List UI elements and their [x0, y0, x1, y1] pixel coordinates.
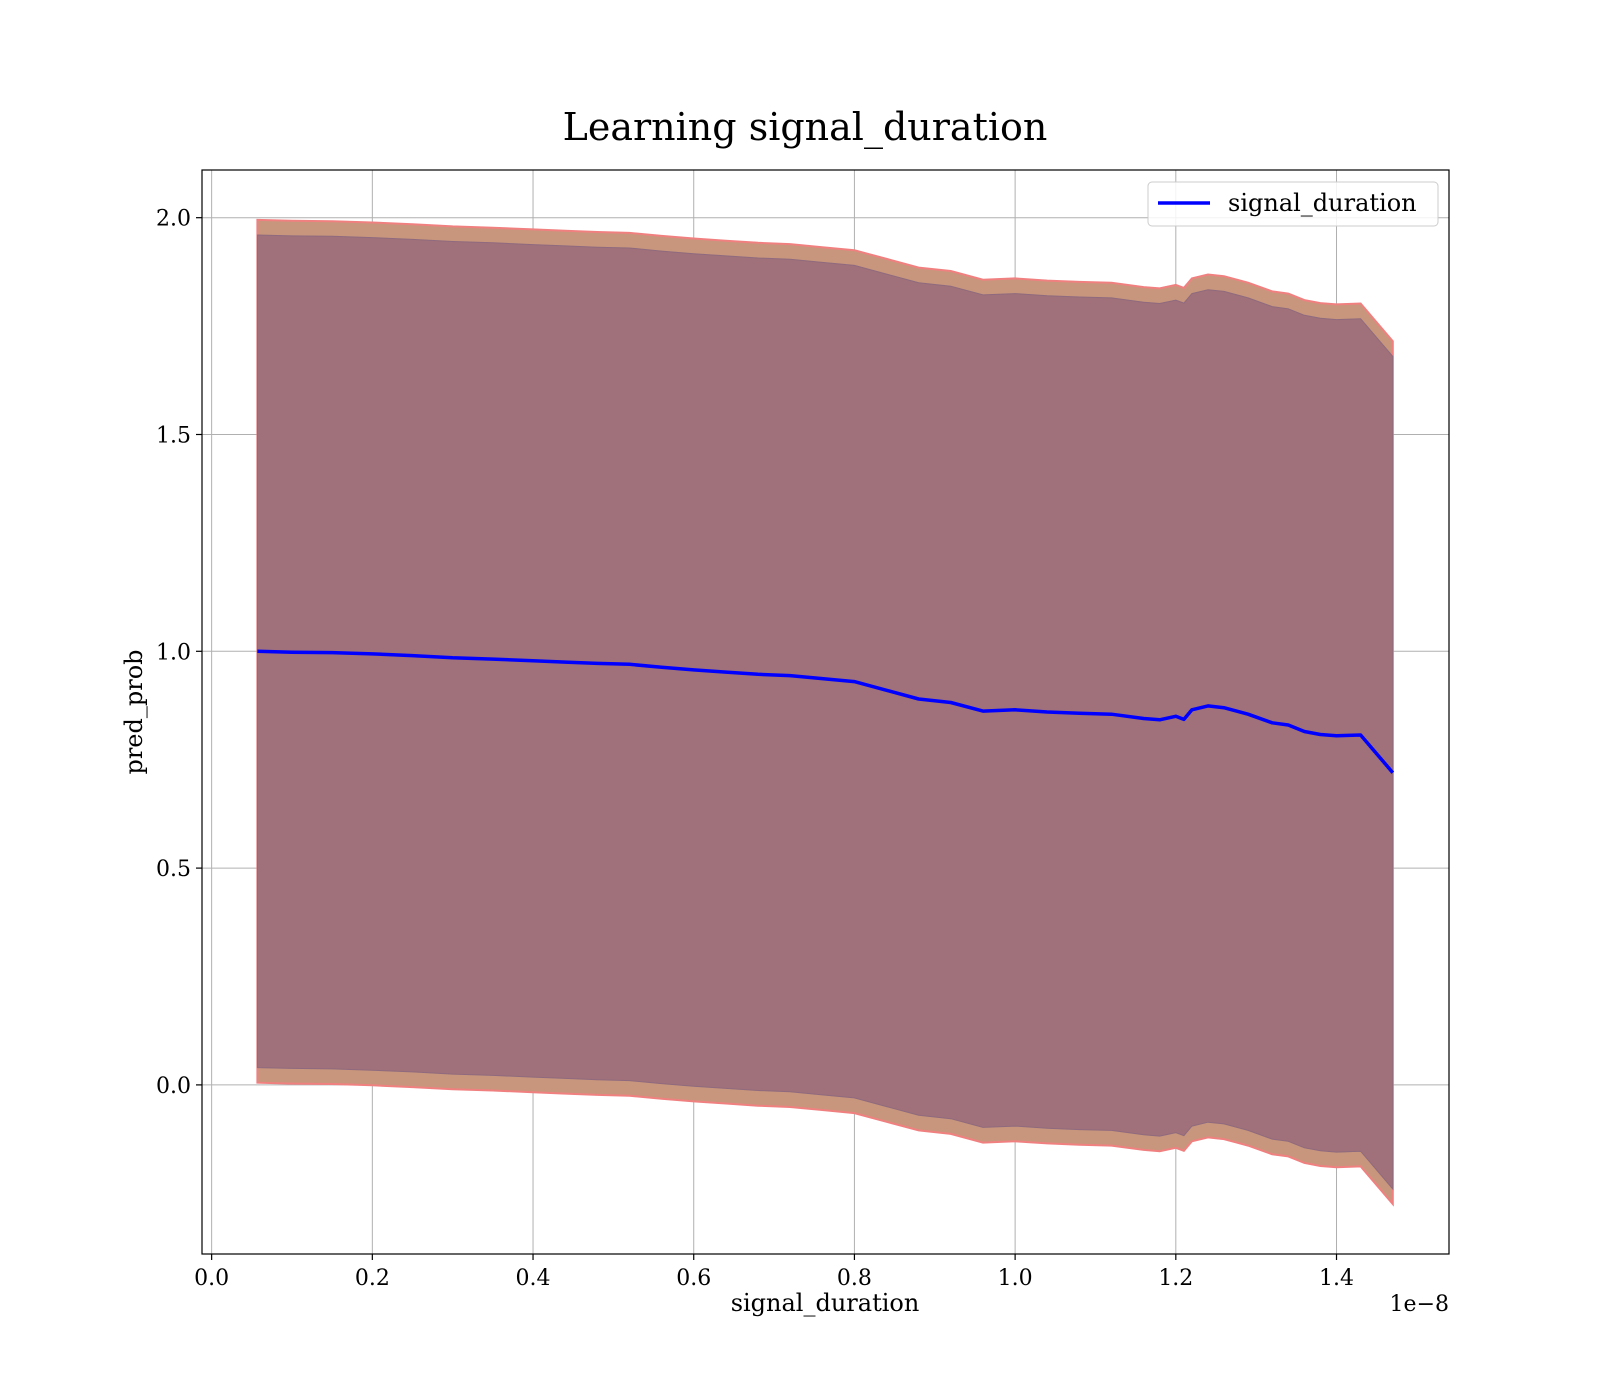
- x-tick-label: 0.0: [194, 1266, 229, 1291]
- y-tick-label: 0.5: [156, 857, 191, 882]
- x-tick-label: 1.0: [998, 1266, 1033, 1291]
- x-axis-label: signal_duration: [731, 1289, 920, 1317]
- x-tick-label: 0.8: [837, 1266, 872, 1291]
- y-axis-label: pred_prob: [120, 649, 148, 774]
- y-tick-label: 1.5: [156, 423, 191, 448]
- x-axis-offset-text: 1e−8: [1390, 1292, 1449, 1317]
- plot-frame: [201, 169, 1450, 1255]
- x-tick-label: 0.4: [516, 1266, 551, 1291]
- x-tick-label: 0.2: [355, 1266, 390, 1291]
- x-tick-label: 1.4: [1319, 1266, 1354, 1291]
- y-tick-label: 2.0: [156, 207, 191, 232]
- series-line-signal-duration: [257, 649, 1395, 774]
- legend-box: [1147, 181, 1439, 227]
- confidence-bands: [256, 218, 1394, 1207]
- inner-band: [256, 234, 1394, 1191]
- y-tick-label: 0.0: [156, 1074, 191, 1099]
- legend-label-signal-duration: signal_duration: [1228, 189, 1417, 217]
- chart-title: Learning signal_duration: [563, 105, 1048, 150]
- x-tick-label: 1.2: [1158, 1266, 1193, 1291]
- series-lines: [257, 649, 1395, 774]
- y-tick-label: 1.0: [156, 640, 191, 665]
- legend: signal_duration: [1147, 181, 1439, 227]
- axis-ticks: 0.0 0.2 0.4 0.6 0.8 1.0 1.2 1.4 0.0 0.5 1.0 1.5 2.0: [156, 207, 1354, 1291]
- x-tick-label: 0.6: [676, 1266, 711, 1291]
